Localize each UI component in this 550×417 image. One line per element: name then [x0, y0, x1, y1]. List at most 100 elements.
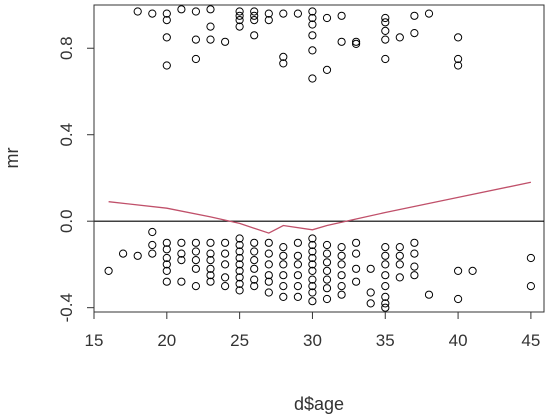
data-point [206, 35, 215, 44]
data-point [235, 22, 244, 31]
data-point [410, 262, 419, 271]
data-point [454, 266, 463, 275]
data-point [352, 37, 361, 46]
data-point [162, 9, 171, 18]
data-point [454, 54, 463, 64]
data-point [395, 251, 404, 260]
data-point [337, 282, 346, 291]
data-point [381, 13, 390, 23]
data-point [191, 282, 200, 291]
data-point [308, 46, 317, 55]
data-point [162, 33, 171, 42]
data-point [322, 294, 332, 304]
data-point [221, 260, 230, 269]
data-point [235, 240, 244, 250]
data-point [250, 264, 259, 273]
data-point [308, 266, 317, 275]
data-point [250, 31, 259, 40]
data-point [337, 271, 346, 280]
data-point [308, 297, 317, 306]
data-point [308, 13, 317, 23]
data-point [148, 249, 157, 258]
data-point [191, 54, 200, 64]
data-point [322, 275, 332, 284]
data-point [177, 238, 186, 247]
data-point [308, 253, 317, 263]
data-point [221, 238, 230, 247]
data-point [162, 245, 171, 254]
data-point [308, 282, 317, 291]
data-point [308, 247, 317, 256]
data-point [235, 266, 244, 275]
data-point [162, 61, 171, 70]
x-tick-label: 40 [449, 331, 468, 350]
y-tick-label: 0.4 [57, 123, 76, 147]
data-point [366, 264, 375, 273]
data-point [235, 247, 244, 256]
data-point [264, 238, 273, 247]
data-point [133, 7, 142, 16]
data-point [162, 277, 171, 286]
data-point [191, 35, 200, 44]
smooth-line [108, 181, 532, 234]
data-point [381, 303, 390, 312]
data-point [366, 288, 375, 297]
data-point [424, 9, 434, 18]
plot-box [93, 4, 545, 313]
data-point [410, 271, 419, 280]
data-point [206, 264, 215, 273]
data-point [352, 277, 361, 286]
x-tick-label: 45 [521, 331, 540, 350]
data-point [235, 273, 244, 282]
data-point [279, 59, 288, 68]
data-point [279, 52, 288, 62]
data-point [337, 251, 346, 260]
data-point [454, 33, 463, 42]
data-point [381, 54, 390, 64]
data-point [352, 39, 361, 49]
data-point [337, 290, 346, 299]
data-point [104, 266, 113, 275]
data-point [279, 260, 288, 269]
data-point [235, 234, 244, 243]
data-point [279, 282, 288, 291]
data-point [264, 277, 273, 286]
data-point [381, 26, 390, 35]
data-point [264, 288, 273, 297]
data-point [235, 11, 244, 20]
data-point [322, 258, 332, 267]
x-tick-label: 15 [85, 331, 104, 350]
data-point [293, 251, 302, 260]
data-point [381, 18, 390, 27]
data-point [264, 249, 273, 258]
smooth-line-group [108, 181, 532, 234]
data-point [337, 260, 346, 269]
data-point [177, 277, 186, 286]
data-point [235, 7, 244, 16]
data-point [395, 260, 404, 269]
data-point [322, 240, 332, 250]
x-axis-title: d$age [294, 394, 344, 414]
data-point [250, 7, 259, 16]
data-point [308, 31, 317, 40]
data-point [148, 240, 157, 250]
data-point [162, 238, 171, 247]
data-point [279, 251, 288, 260]
data-point [206, 256, 215, 265]
data-point [337, 243, 346, 252]
data-point [352, 249, 361, 258]
data-point [468, 266, 477, 275]
data-point [221, 249, 230, 258]
data-point [410, 11, 419, 20]
data-point [526, 282, 536, 291]
data-point [177, 5, 186, 14]
data-point [162, 260, 171, 269]
data-point [308, 7, 317, 16]
data-point [308, 275, 317, 284]
data-point [381, 243, 390, 252]
data-point [293, 292, 302, 301]
data-point [352, 264, 361, 273]
data-point [366, 299, 375, 308]
data-point [381, 251, 390, 260]
